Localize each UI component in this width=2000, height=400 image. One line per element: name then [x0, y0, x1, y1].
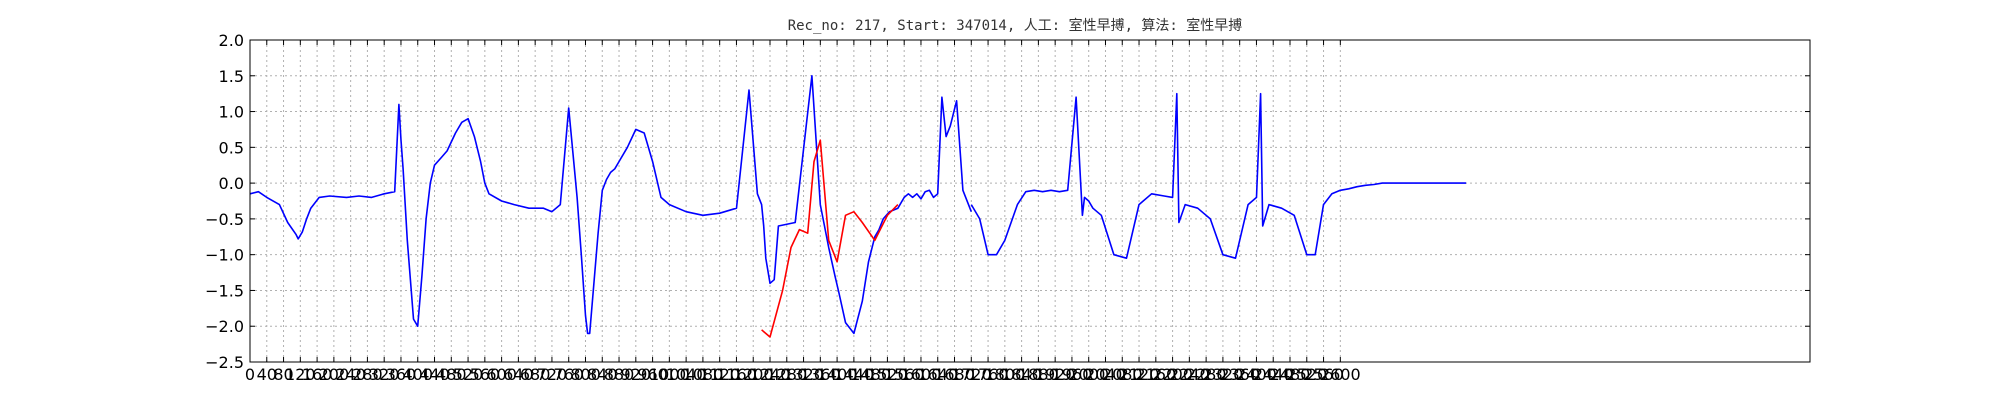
x-tick-label: 2520 [1286, 365, 1327, 384]
x-tick-label: 800 [570, 365, 601, 384]
x-tick-label: 320 [369, 365, 400, 384]
x-tick-label: 1640 [917, 365, 958, 384]
x-tick-label: 520 [453, 365, 484, 384]
x-tick-label: 1080 [683, 365, 724, 384]
x-tick-label: 2240 [1169, 365, 1210, 384]
x-tick-label: 2000 [1068, 365, 1109, 384]
y-tick-label: −2.5 [205, 353, 244, 372]
x-tick-label: 1720 [951, 365, 992, 384]
x-tick-label: 1760 [968, 365, 1009, 384]
x-tick-label: 760 [553, 365, 584, 384]
series-line-2 [761, 139, 899, 338]
x-tick-label: 960 [637, 365, 668, 384]
x-tick-label: 600 [486, 365, 517, 384]
plot-frame [249, 39, 1811, 363]
x-tick-label: 240 [335, 365, 366, 384]
x-tick-label: 2480 [1270, 365, 1311, 384]
x-tick-label: 2560 [1303, 365, 1344, 384]
x-tick-label: 2080 [1102, 365, 1143, 384]
x-tick-label: 200 [319, 365, 350, 384]
y-tick-label: −0.5 [205, 210, 244, 229]
x-tick-label: 640 [503, 365, 534, 384]
x-tick-label: 1800 [984, 365, 1025, 384]
x-tick-label: 1360 [800, 365, 841, 384]
x-tick-label: 80 [273, 365, 293, 384]
x-tick-label: 680 [520, 365, 551, 384]
series-layer [249, 75, 1467, 338]
x-tick-label: 1840 [1001, 365, 1042, 384]
x-tick-label: 1160 [716, 365, 757, 384]
x-tick-label: 160 [302, 365, 333, 384]
x-tick-label: 2280 [1186, 365, 1227, 384]
x-tick-label: 1120 [699, 365, 740, 384]
series-line-3 [970, 92, 1467, 259]
series-line-1 [249, 75, 973, 335]
x-tick-label: 1320 [783, 365, 824, 384]
y-tick-label: 0.5 [219, 138, 244, 157]
grid-layer [250, 40, 1810, 362]
x-tick-label: 1600 [901, 365, 942, 384]
x-tick-label: 1480 [850, 365, 891, 384]
x-tick-label: 1040 [666, 365, 707, 384]
chart-title: Rec_no: 217, Start: 347014, 人工: 室性早搏, 算法… [788, 17, 1243, 34]
x-tick-label: 1960 [1052, 365, 1093, 384]
x-tick-label: 2200 [1152, 365, 1193, 384]
y-tick-label: 0.0 [219, 174, 244, 193]
x-tick-label: 1400 [817, 365, 858, 384]
y-tick-label: 2.0 [219, 31, 244, 50]
x-tick-label: 720 [537, 365, 568, 384]
x-tick-label: 120 [285, 365, 316, 384]
y-tick-label: 1.5 [219, 67, 244, 86]
x-tick-label: 1000 [649, 365, 690, 384]
x-tick-label: 2360 [1219, 365, 1260, 384]
x-tick-label: 1520 [867, 365, 908, 384]
x-tick-label: 2160 [1135, 365, 1176, 384]
y-tick-label: −1.0 [205, 246, 244, 265]
x-tick-label: 2400 [1236, 365, 1277, 384]
x-tick-label: 2600 [1320, 365, 1361, 384]
x-tick-label: 280 [352, 365, 383, 384]
x-tick-label: 2440 [1253, 365, 1294, 384]
x-tick-label: 0 [245, 365, 255, 384]
x-tick-label: 840 [587, 365, 618, 384]
x-tick-label: 1240 [750, 365, 791, 384]
x-tick-label: 2040 [1085, 365, 1126, 384]
x-tick-label: 1200 [733, 365, 774, 384]
x-tick-label: 2120 [1119, 365, 1160, 384]
x-tick-label: 1280 [766, 365, 807, 384]
y-tick-label: −1.5 [205, 281, 244, 300]
x-tick-label: 1560 [884, 365, 925, 384]
x-tick-label: 1920 [1035, 365, 1076, 384]
x-tick-label: 2320 [1203, 365, 1244, 384]
x-tick-label: 400 [402, 365, 433, 384]
x-tick-label: 920 [621, 365, 652, 384]
y-axis: 2.0 1.5 1.0 0.5 0.0 −0.5 −1.0 −1.5 −2.0 −2.5 [205, 31, 1810, 372]
y-tick-label: −2.0 [205, 317, 244, 336]
x-tick-label: 560 [470, 365, 501, 384]
x-tick-label: 880 [604, 365, 635, 384]
x-axis: 0 408012016020024028032036040044048052056… [245, 40, 1361, 384]
x-tick-label: 480 [436, 365, 467, 384]
x-tick-label: 1440 [834, 365, 875, 384]
y-tick-label: 1.0 [219, 103, 244, 122]
x-tick-label: 440 [419, 365, 450, 384]
x-tick-label: 1680 [934, 365, 975, 384]
x-tick-label: 360 [386, 365, 417, 384]
x-tick-label: 40 [257, 365, 277, 384]
x-tick-label: 1880 [1018, 365, 1059, 384]
